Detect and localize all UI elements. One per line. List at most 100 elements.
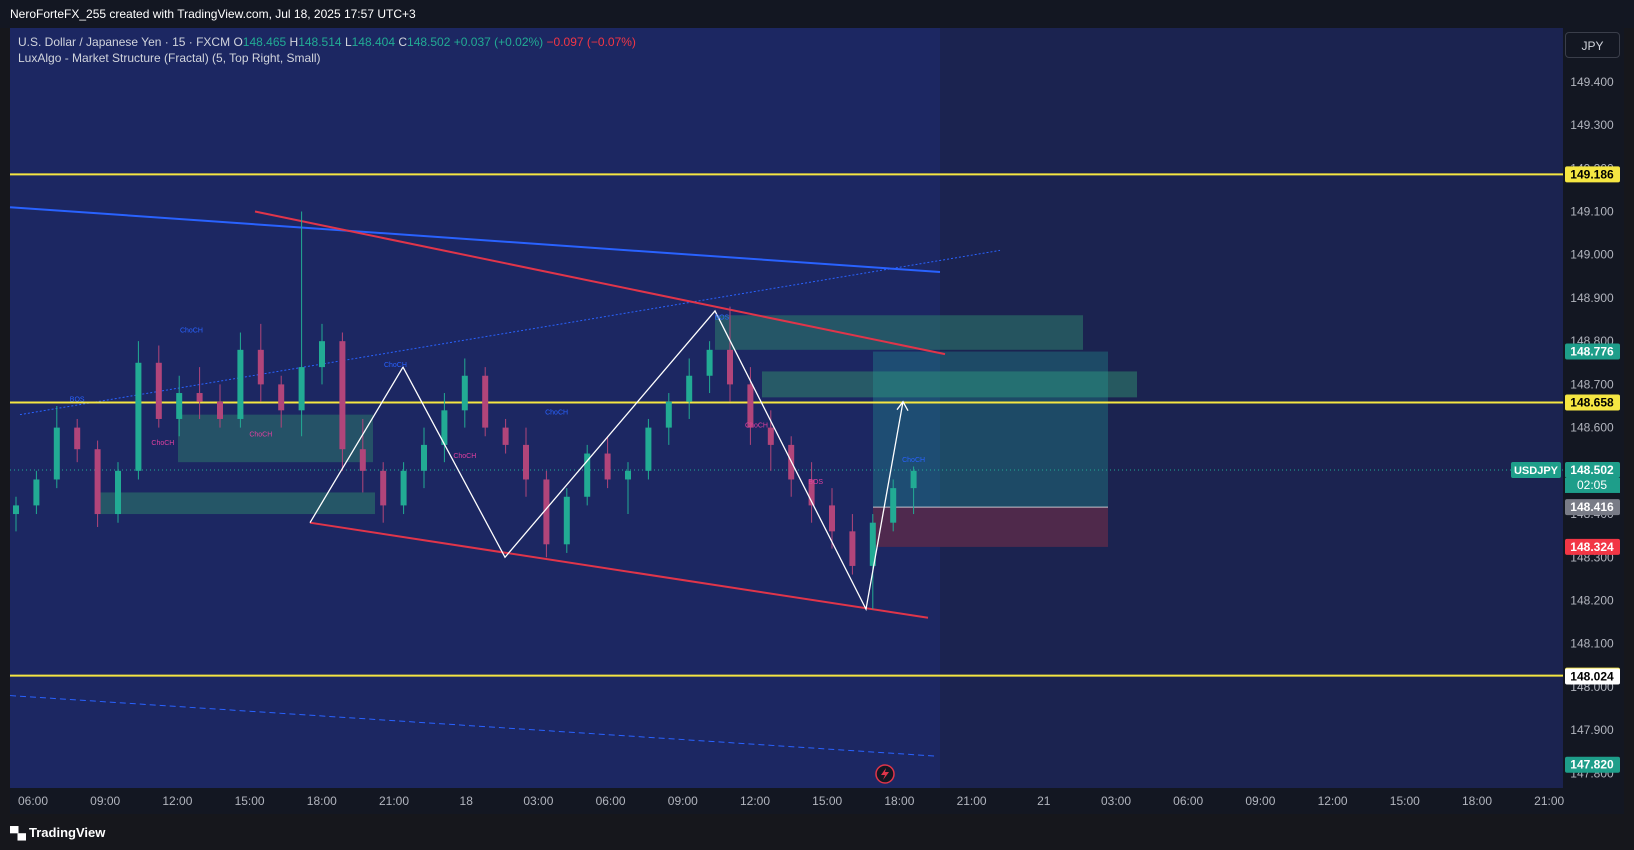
candle-body	[563, 496, 570, 545]
price-label-bg	[1565, 499, 1620, 516]
x-tick-label: 09:00	[668, 794, 698, 808]
x-tick-label: 21:00	[1534, 794, 1564, 808]
candle-body	[747, 384, 754, 428]
candle-body	[767, 427, 774, 445]
red-trendline-lower	[309, 521, 929, 619]
price-label-bg	[1565, 343, 1620, 360]
candle-body	[625, 470, 631, 480]
candle-body	[829, 505, 835, 532]
future-region	[940, 28, 1563, 788]
open-value: 148.465	[242, 35, 287, 49]
x-tick-label: 06:00	[596, 794, 626, 808]
candle-body	[237, 349, 244, 419]
price-label: 148.776	[1570, 345, 1614, 359]
candle-body	[135, 362, 142, 471]
countdown-label: 02:05	[1577, 478, 1607, 492]
structure-label: ChoCH	[180, 328, 203, 335]
red-trendline-upper	[254, 210, 946, 356]
historical-region	[10, 28, 940, 788]
supply-zone	[762, 371, 1137, 398]
candle-body	[53, 427, 60, 480]
candle-body	[421, 444, 427, 471]
high-label: H	[289, 35, 299, 49]
stop-zone	[873, 507, 1108, 547]
symbol-name[interactable]: U.S. Dollar / Japanese Yen · 15 · FXCM	[18, 35, 231, 49]
y-tick-label: 149.400	[1570, 75, 1614, 89]
candle-body	[502, 427, 509, 445]
x-tick-label: 15:00	[812, 794, 842, 808]
indicator-legend[interactable]: LuxAlgo - Market Structure (Fractal) (5,…	[18, 51, 321, 65]
x-tick-label: 12:00	[740, 794, 770, 808]
candle-body	[910, 470, 917, 489]
structure-label: ChoCH	[545, 410, 568, 417]
price-label: 148.416	[1570, 500, 1614, 514]
x-tick-label: 18	[460, 794, 474, 808]
candle-body	[584, 453, 591, 497]
candle-body	[257, 349, 264, 385]
x-tick-label: 21:00	[957, 794, 987, 808]
price-label: 149.186	[1570, 167, 1614, 181]
x-tick-label: 18:00	[307, 794, 337, 808]
x-tick-label: 12:00	[1318, 794, 1348, 808]
low-label: L	[344, 35, 352, 49]
structure-label: BOS	[808, 479, 823, 486]
lightning-icon	[881, 768, 889, 780]
currency-button[interactable]: JPY	[1565, 32, 1620, 58]
candle-body	[482, 375, 489, 428]
price-label-bg	[1565, 538, 1620, 555]
structure-label: ChoCH	[151, 440, 174, 447]
candle-body	[665, 401, 672, 428]
candle-body	[33, 479, 40, 506]
candle-body	[727, 349, 733, 385]
candle-body	[380, 470, 387, 506]
x-tick-label: 06:00	[18, 794, 48, 808]
structure-label: BOS	[714, 315, 729, 322]
candle-body	[461, 375, 468, 411]
dotted-trendline	[19, 249, 1001, 416]
candle-body	[441, 410, 448, 445]
time-axis-panel	[10, 788, 1563, 814]
x-tick-label: 06:00	[1173, 794, 1203, 808]
attribution-bar: NeroForteFX_255 created with TradingView…	[0, 0, 1634, 28]
change-value-2: −0.097 (−0.07%)	[546, 35, 636, 49]
brand-text: TradingView	[29, 825, 106, 840]
attribution-text: NeroForteFX_255 created with TradingView…	[10, 7, 416, 21]
structure-label: ChoCH	[249, 431, 272, 438]
candle-body	[400, 470, 407, 506]
arrow-icon	[896, 400, 909, 411]
target-zone	[873, 351, 1108, 508]
candle-body	[74, 427, 81, 450]
y-tick-label: 149.100	[1570, 205, 1614, 219]
tradingview-logo[interactable]: ▀▄ TradingView	[10, 825, 105, 840]
symbol-legend: U.S. Dollar / Japanese Yen · 15 · FXCM O…	[18, 34, 636, 51]
x-tick-label: 09:00	[1245, 794, 1275, 808]
structure-label: ChoCH	[384, 362, 407, 369]
price-label-bg	[1565, 668, 1620, 685]
price-label-bg	[1565, 394, 1620, 411]
x-tick-label: 18:00	[1462, 794, 1492, 808]
candle-body	[319, 341, 325, 368]
structure-label: ChoCH	[745, 423, 768, 430]
y-tick-label: 148.700	[1570, 377, 1614, 391]
blue-trendline	[9, 206, 941, 274]
candle-body	[604, 453, 611, 480]
candle-body	[890, 488, 897, 523]
tv-logo-icon: ▀▄	[10, 826, 26, 840]
symbol-tag: USDJPY	[1514, 465, 1559, 477]
candle-body	[339, 341, 346, 450]
candle-body	[217, 401, 223, 419]
candle-body	[155, 362, 162, 419]
x-tick-label: 03:00	[1101, 794, 1131, 808]
price-label-bg	[1565, 756, 1620, 773]
candle-body	[869, 522, 876, 566]
price-label: 148.324	[1570, 540, 1614, 554]
x-tick-label: 03:00	[523, 794, 553, 808]
price-label-bg	[1565, 461, 1620, 478]
price-label: 148.658	[1570, 396, 1614, 410]
x-tick-label: 12:00	[162, 794, 192, 808]
candle-body	[808, 479, 815, 506]
price-label-bg	[1565, 166, 1620, 183]
candle-body	[523, 444, 529, 480]
candle-body	[278, 384, 285, 411]
